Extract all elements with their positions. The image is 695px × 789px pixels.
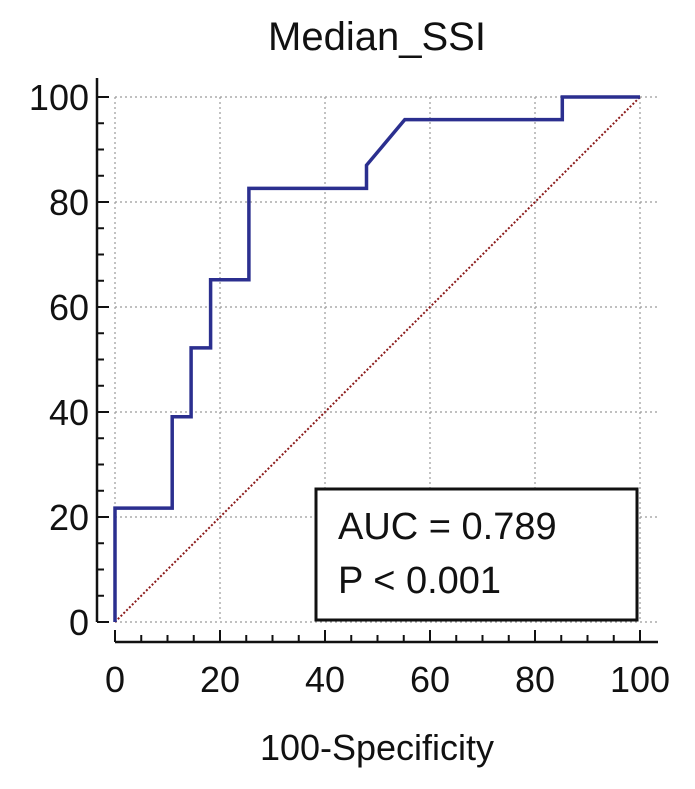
y-tick-label: 40 (49, 392, 89, 433)
auc-label: AUC = 0.789 (338, 506, 557, 548)
roc-curve-layer (113, 95, 640, 622)
y-tick-label: 60 (49, 287, 89, 328)
x-tick-label: 20 (200, 659, 240, 700)
ticks: 0 20 40 60 80 100 0 20 40 60 80 100 (29, 77, 670, 700)
y-tick-label: 20 (49, 497, 89, 538)
annotation-box-border (314, 487, 639, 622)
x-tick-label: 80 (515, 659, 555, 700)
y-tick-label: 100 (29, 77, 89, 118)
chart-title: Median_SSI (268, 15, 486, 59)
x-tick-label: 0 (105, 659, 125, 700)
x-tick-label: 100 (610, 659, 670, 700)
x-tick-label: 40 (305, 659, 345, 700)
p-value-label: P < 0.001 (338, 560, 501, 602)
x-tick-label: 60 (410, 659, 450, 700)
roc-curve (113, 95, 640, 622)
axes (95, 78, 658, 644)
y-tick-label: 80 (49, 182, 89, 223)
x-axis-label: 100-Specificity (260, 727, 494, 768)
y-tick-label: 0 (69, 602, 89, 643)
annotation-box: AUC = 0.789 P < 0.001 (314, 487, 639, 622)
